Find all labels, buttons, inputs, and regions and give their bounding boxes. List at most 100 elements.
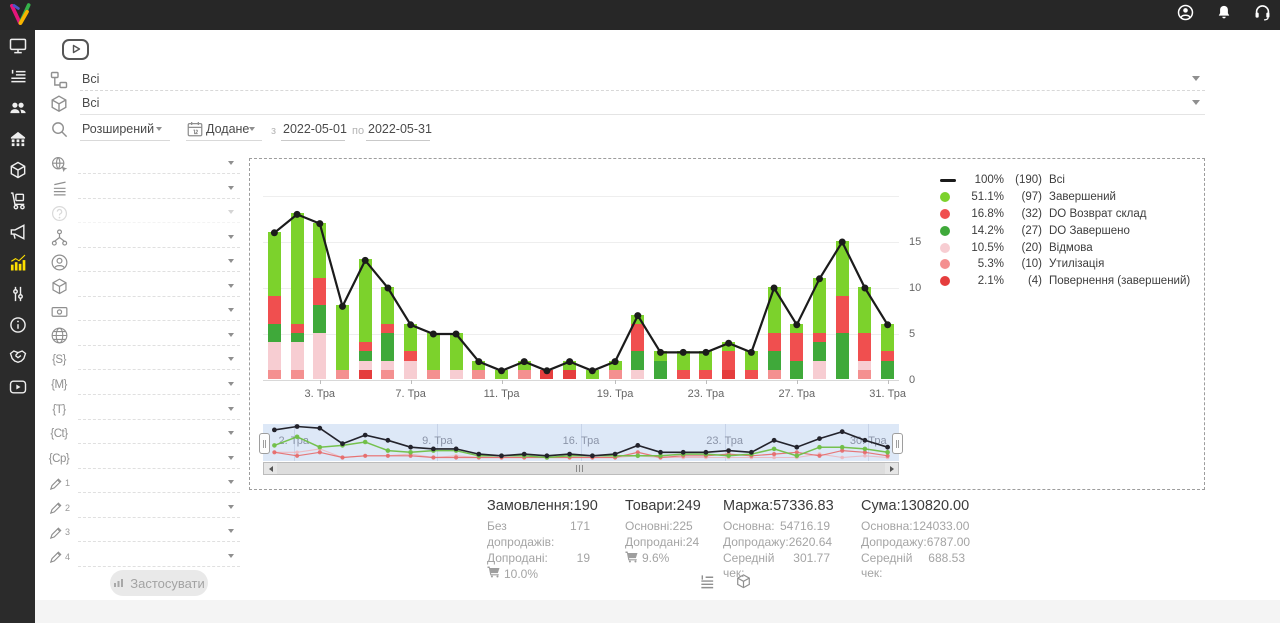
date-to-input[interactable]: 2022-05-31 [368, 122, 432, 136]
filter-row-code-s[interactable]: {S} [44, 348, 244, 372]
bar[interactable] [881, 323, 895, 379]
bar[interactable] [813, 277, 826, 379]
legend-item[interactable]: 16.8% (32) DO Возврат склад [940, 206, 1190, 223]
dropdown-caret[interactable] [228, 529, 234, 534]
scroll-right-button[interactable] [885, 463, 898, 474]
chart-scrollbar[interactable] [263, 462, 899, 475]
bar[interactable] [267, 231, 281, 379]
legend-item[interactable]: 100% (190) Всі [940, 172, 1190, 189]
bar[interactable] [381, 287, 395, 379]
dropdown-caret[interactable] [228, 332, 234, 337]
bar[interactable] [676, 351, 690, 379]
sidebar-item-video[interactable] [7, 378, 29, 400]
bar[interactable] [744, 351, 758, 379]
dropdown-caret[interactable] [228, 455, 234, 460]
dropdown-caret[interactable] [228, 381, 234, 386]
legend-item[interactable]: 5.3% (10) Утилізація [940, 256, 1190, 273]
bar[interactable] [699, 351, 713, 379]
bar[interactable] [835, 241, 849, 379]
dropdown-caret[interactable] [228, 504, 234, 509]
bar[interactable] [722, 342, 736, 379]
sidebar-item-analytics[interactable] [7, 254, 29, 276]
dropdown-caret[interactable] [228, 431, 234, 436]
product-view-toggle[interactable] [733, 574, 753, 594]
bar[interactable] [290, 213, 304, 379]
bar[interactable] [426, 333, 440, 379]
filter-row-pencil-4[interactable]: 4 [44, 545, 244, 569]
dropdown-caret[interactable] [228, 161, 234, 165]
dropdown-caret[interactable] [228, 283, 234, 288]
legend-item[interactable]: 51.1% (97) Завершений [940, 189, 1190, 206]
notifications-icon[interactable] [1215, 4, 1233, 27]
status-filter-caret[interactable] [1192, 76, 1200, 81]
filter-row-code-ct[interactable]: {Ct} [44, 422, 244, 446]
scrollbar-thumb[interactable] [277, 463, 885, 474]
user-icon[interactable] [1176, 3, 1195, 27]
dropdown-caret[interactable] [228, 210, 234, 215]
bar[interactable] [336, 305, 349, 379]
filter-row-pencil-3[interactable]: 3 [44, 520, 244, 544]
navigator-right-handle[interactable] [892, 433, 903, 454]
dropdown-caret[interactable] [228, 185, 234, 190]
bar[interactable] [608, 360, 622, 379]
range-navigator[interactable]: 2. Тра 9. Тра 16. Тра 23. Тра 30. Тра [259, 424, 903, 461]
bar[interactable] [631, 314, 645, 379]
filter-row-code-cp[interactable]: {Cp} [44, 447, 244, 471]
bar[interactable] [404, 323, 418, 379]
demo-play-button[interactable] [62, 39, 89, 60]
sidebar-item-partners[interactable] [7, 347, 29, 369]
sidebar-item-info[interactable] [7, 316, 29, 338]
sidebar-item-settings[interactable] [7, 285, 29, 307]
date-from-input[interactable]: 2022-05-01 [283, 122, 347, 136]
filter-row-cube[interactable] [44, 275, 244, 299]
apply-button[interactable]: Застосувати [110, 570, 208, 596]
filter-row-layers[interactable] [44, 177, 244, 201]
support-icon[interactable] [1253, 3, 1272, 27]
bar[interactable] [563, 360, 577, 379]
sidebar-item-marketing[interactable] [7, 223, 29, 245]
bar[interactable] [790, 323, 804, 379]
filter-row-globe[interactable] [44, 324, 244, 348]
sidebar-item-customers[interactable] [7, 99, 29, 121]
sidebar-item-dashboard[interactable] [7, 37, 29, 59]
filter-row-globe-pin[interactable] [44, 152, 244, 176]
navigator-left-handle[interactable] [259, 433, 270, 454]
date-field-select[interactable]: Додане [206, 122, 250, 136]
scroll-left-button[interactable] [264, 463, 277, 474]
filter-row-question[interactable] [44, 201, 244, 225]
filter-row-pencil-2[interactable]: 2 [44, 496, 244, 520]
search-mode-select[interactable]: Розширений [82, 122, 155, 136]
sidebar-item-orders[interactable] [7, 68, 29, 90]
sidebar-item-marketplace[interactable] [7, 130, 29, 152]
bar[interactable] [449, 333, 463, 379]
sidebar-item-products[interactable] [7, 161, 29, 183]
dropdown-caret[interactable] [228, 308, 234, 313]
sidebar-item-supply[interactable] [7, 191, 29, 214]
product-filter-input[interactable]: Всі [82, 96, 100, 110]
bar[interactable] [858, 287, 872, 379]
list-view-toggle[interactable] [697, 574, 717, 594]
date-field-caret[interactable] [249, 127, 255, 131]
filter-row-hierarchy[interactable] [44, 226, 244, 250]
bar[interactable] [540, 369, 554, 379]
filter-row-code-t[interactable]: {T} [44, 398, 244, 422]
filter-row-code-m[interactable]: {M} [44, 373, 244, 397]
legend-item[interactable]: 14.2% (27) DO Завершено [940, 222, 1190, 239]
dropdown-caret[interactable] [228, 553, 234, 558]
bar[interactable] [517, 360, 531, 379]
dropdown-caret[interactable] [228, 357, 234, 362]
bar[interactable] [472, 360, 486, 379]
product-filter-caret[interactable] [1192, 100, 1200, 105]
dropdown-caret[interactable] [228, 259, 234, 264]
legend-item[interactable]: 2.1% (4) Повернення (завершений) [940, 273, 1190, 290]
filter-row-banknote[interactable] [44, 299, 244, 323]
app-logo[interactable] [7, 2, 33, 28]
dropdown-caret[interactable] [228, 406, 234, 411]
filter-row-user-circle[interactable] [44, 250, 244, 274]
bar[interactable] [495, 369, 508, 379]
filter-row-pencil-1[interactable]: 1 [44, 471, 244, 495]
search-mode-caret[interactable] [156, 127, 162, 131]
dropdown-caret[interactable] [228, 234, 234, 239]
status-filter-input[interactable]: Всі [82, 72, 100, 86]
bar[interactable] [654, 351, 667, 379]
